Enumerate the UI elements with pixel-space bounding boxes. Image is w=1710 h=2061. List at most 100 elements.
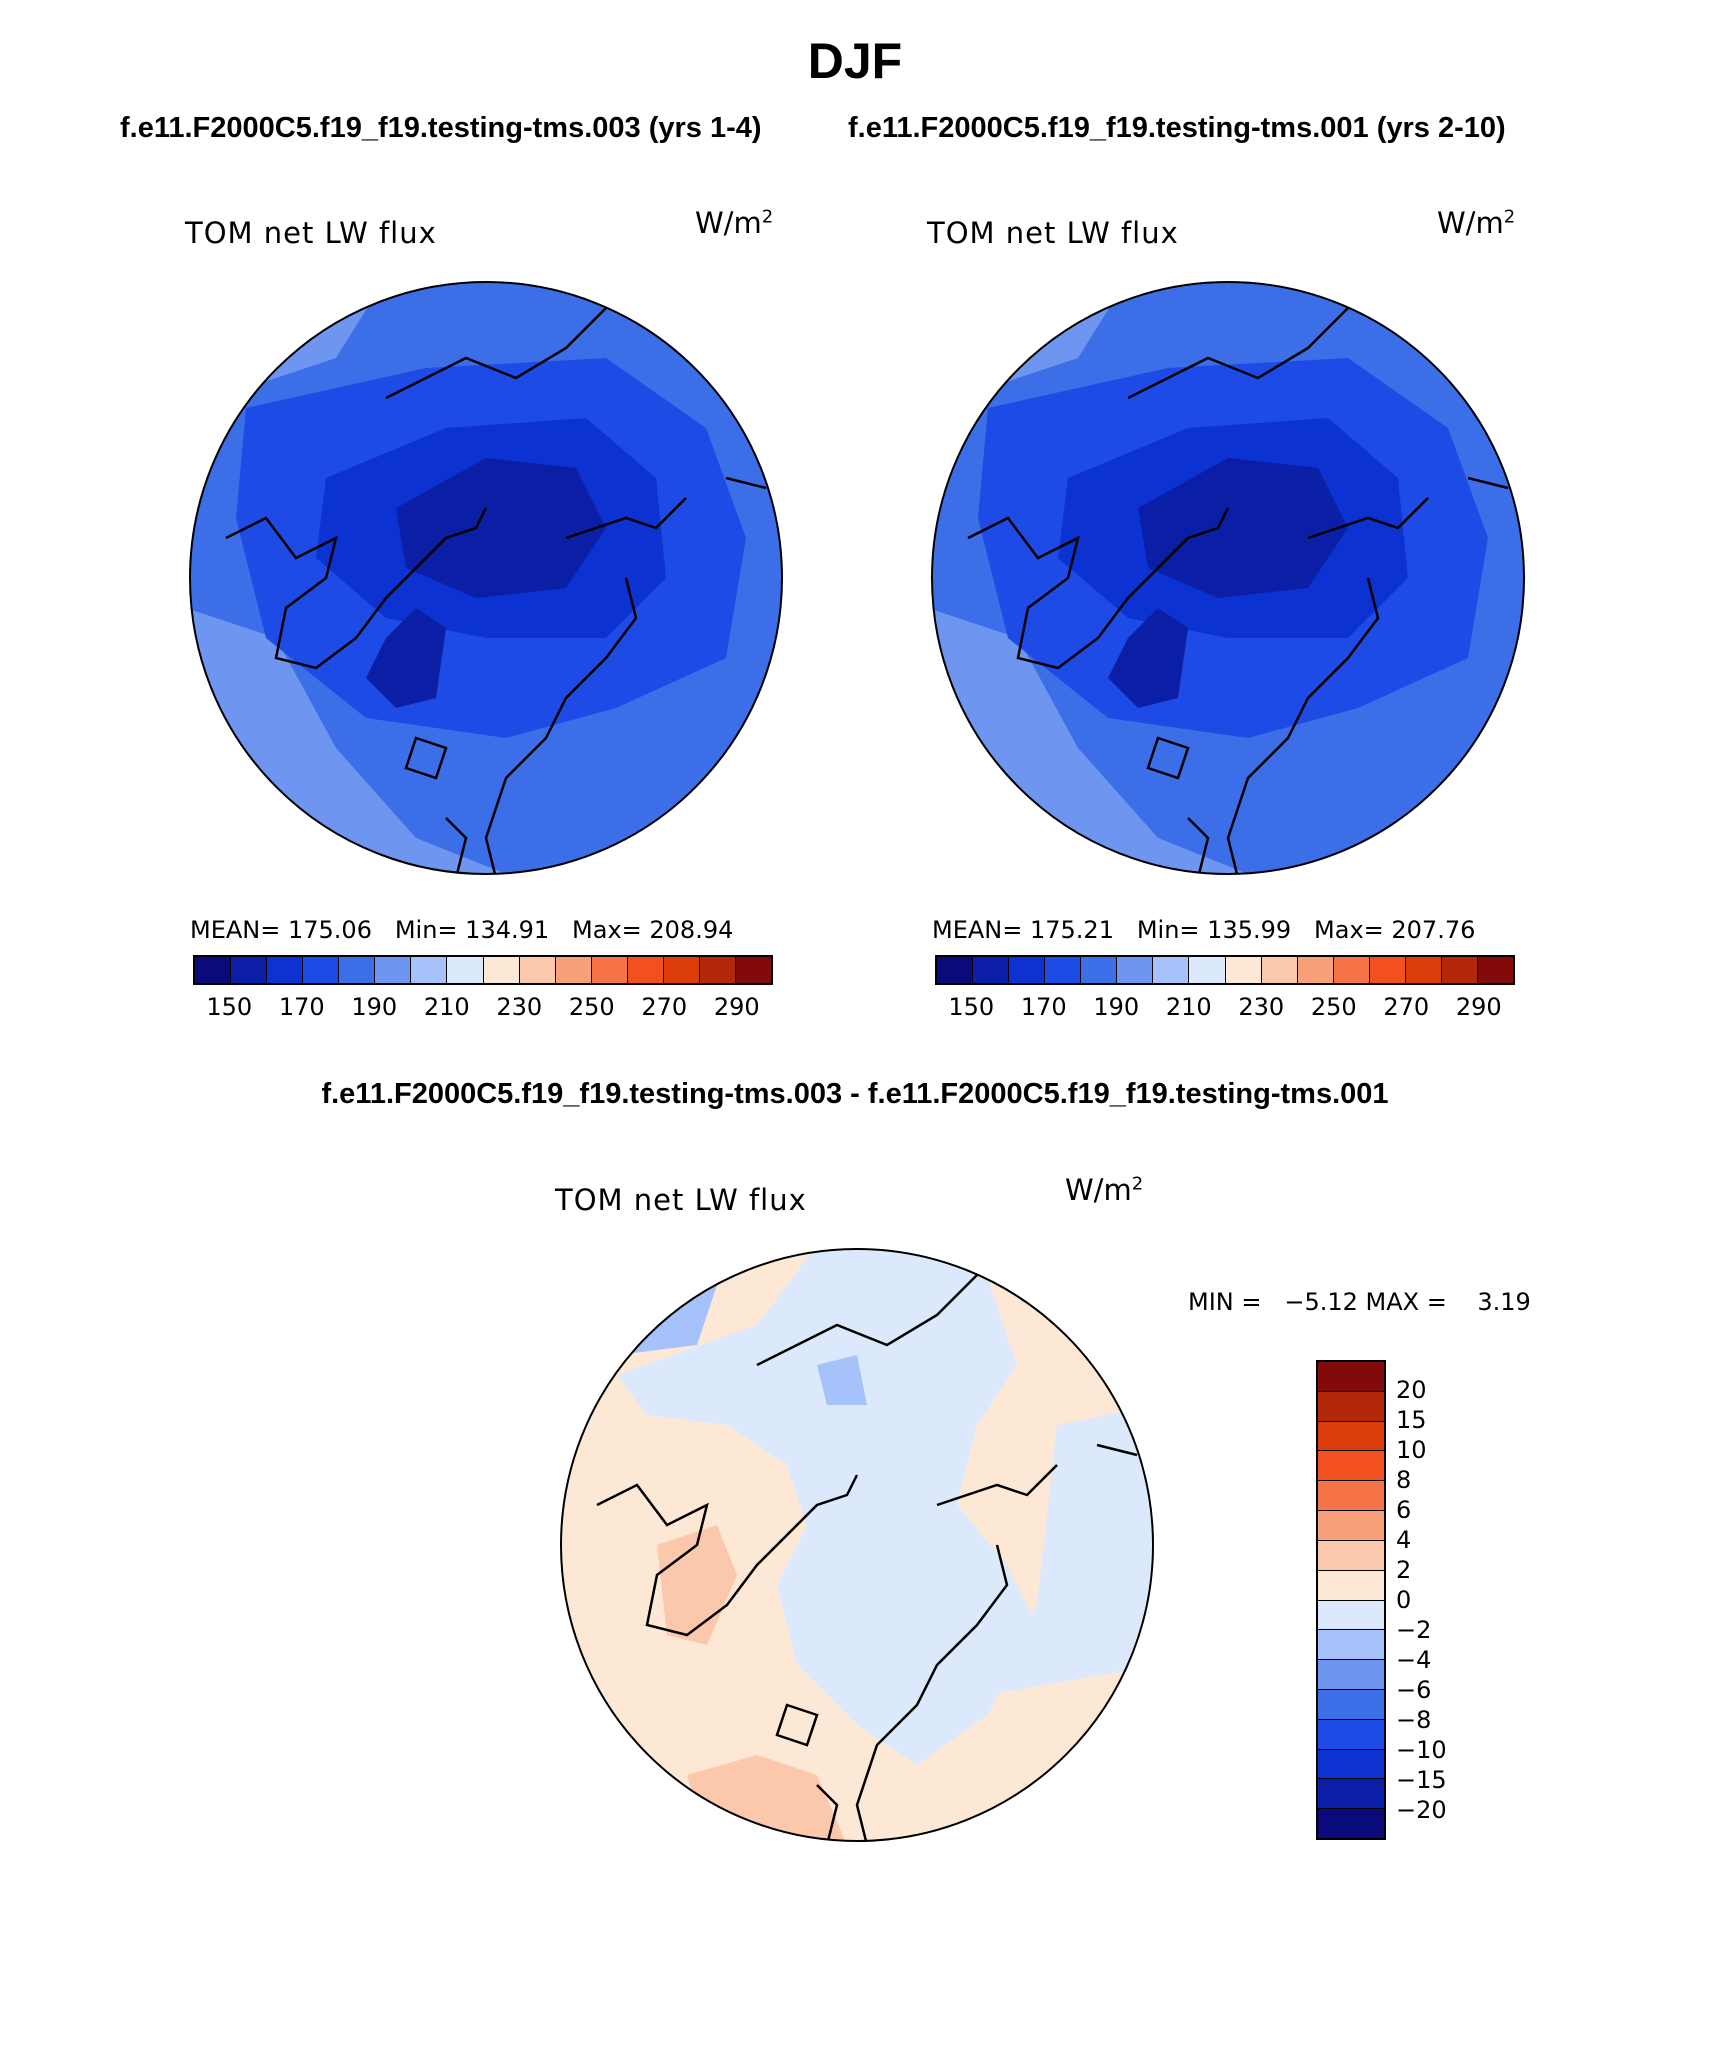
colorbar-swatch: [411, 957, 448, 983]
colorbar-tick-label: −4: [1396, 1646, 1432, 1674]
colorbar-swatch: [1369, 957, 1406, 983]
diff-field-lightblue: [617, 1249, 1037, 1765]
panel1-field-darker: [396, 458, 606, 598]
colorbar-swatch: [519, 957, 556, 983]
colorbar-swatch: [937, 957, 974, 983]
colorbar-swatch: [483, 957, 520, 983]
panel1-units-sup: 2: [761, 206, 774, 228]
panel2-variable-label: TOM net LW flux: [927, 216, 1179, 250]
colorbar-tick-label: 10: [1396, 1436, 1427, 1464]
colorbar-swatch: [1297, 957, 1334, 983]
colorbar-tick-label: 4: [1396, 1526, 1412, 1554]
colorbar-swatch: [1318, 1511, 1384, 1541]
colorbar-swatch: [1117, 957, 1154, 983]
colorbar-swatch: [1009, 957, 1046, 983]
panel2-case-title: f.e11.F2000C5.f19_f19.testing-tms.001 (y…: [848, 112, 1506, 144]
panel1-stats: MEAN= 175.06 Min= 134.91 Max= 208.94: [190, 916, 734, 944]
colorbar-swatch: [1318, 1660, 1384, 1690]
panel2-units-sup: 2: [1503, 206, 1516, 228]
colorbar-swatch: [663, 957, 700, 983]
diff-colorbar-ticks: 20 15 10 8 6 4 2 0 −2 −4 −6 −8 −10 −15 −20: [1396, 1360, 1476, 1840]
colorbar-swatch: [555, 957, 592, 983]
colorbar-tick-label: 190: [1093, 993, 1140, 1021]
colorbar-tick-label: 8: [1396, 1466, 1412, 1494]
panel1-case-title: f.e11.F2000C5.f19_f19.testing-tms.003 (y…: [120, 112, 762, 144]
diff-field-blue: [817, 1355, 867, 1405]
colorbar-swatch: [1318, 1570, 1384, 1601]
colorbar-tick-label: 230: [496, 993, 543, 1021]
colorbar-tick-label: 150: [206, 993, 253, 1021]
colorbar-swatch: [1189, 957, 1226, 983]
colorbar-swatch: [1318, 1362, 1384, 1392]
panel2-colorbar: [935, 955, 1515, 985]
panel1-variable-label: TOM net LW flux: [185, 216, 437, 250]
colorbar-swatch: [1333, 957, 1370, 983]
colorbar-tick-label: −6: [1396, 1676, 1432, 1704]
colorbar-swatch: [1261, 957, 1298, 983]
colorbar-swatch: [1477, 957, 1513, 983]
panel1-colorbar: [193, 955, 773, 985]
diff-case-title: f.e11.F2000C5.f19_f19.testing-tms.003 - …: [321, 1078, 1389, 1110]
panel2-field-darker: [1138, 458, 1348, 598]
colorbar-swatch: [267, 957, 304, 983]
colorbar-tick-label: 250: [568, 993, 615, 1021]
colorbar-swatch: [1318, 1540, 1384, 1571]
diff-field-pink: [657, 1525, 737, 1645]
panel1-greenland-min: [366, 608, 446, 708]
colorbar-swatch: [1318, 1749, 1384, 1780]
colorbar-tick-label: 290: [1455, 993, 1502, 1021]
colorbar-tick-label: −20: [1396, 1796, 1447, 1824]
colorbar-swatch: [973, 957, 1010, 983]
colorbar-tick-label: 170: [1020, 993, 1067, 1021]
colorbar-swatch: [1318, 1391, 1384, 1422]
colorbar-tick-label: −15: [1396, 1766, 1447, 1794]
colorbar-swatch: [699, 957, 736, 983]
colorbar-tick-label: 190: [351, 993, 398, 1021]
colorbar-tick-label: 210: [1165, 993, 1212, 1021]
diff-units-sup: 2: [1131, 1173, 1144, 1195]
diff-polar-map: [560, 1248, 1154, 1842]
colorbar-swatch: [1318, 1689, 1384, 1720]
diff-units-text: W/m: [1065, 1173, 1132, 1207]
diff-units: W/m2: [1065, 1173, 1143, 1207]
colorbar-swatch: [447, 957, 484, 983]
colorbar-tick-label: −2: [1396, 1616, 1432, 1644]
colorbar-tick-label: 20: [1396, 1376, 1427, 1404]
colorbar-swatch: [1441, 957, 1478, 983]
panel1-units: W/m2: [695, 206, 773, 240]
diff-field-lightblue: [987, 1405, 1153, 1695]
colorbar-tick-label: 290: [713, 993, 760, 1021]
colorbar-swatch: [195, 957, 232, 983]
colorbar-swatch: [1225, 957, 1262, 983]
colorbar-swatch: [1318, 1809, 1384, 1838]
page-title: DJF: [807, 33, 903, 89]
diff-colorbar: [1316, 1360, 1386, 1840]
colorbar-tick-label: 2: [1396, 1556, 1412, 1584]
colorbar-swatch: [1318, 1421, 1384, 1452]
colorbar-tick-label: −10: [1396, 1736, 1447, 1764]
panel1-colorbar-ticks: 150 170 190 210 230 250 270 290: [193, 993, 773, 1023]
panel2-units: W/m2: [1437, 206, 1515, 240]
colorbar-swatch: [1045, 957, 1082, 983]
colorbar-tick-label: 210: [423, 993, 470, 1021]
colorbar-tick-label: 6: [1396, 1496, 1412, 1524]
diff-variable-label: TOM net LW flux: [555, 1183, 807, 1217]
colorbar-swatch: [1318, 1779, 1384, 1810]
panel1-map-border: [189, 281, 783, 875]
colorbar-swatch: [1318, 1451, 1384, 1482]
panel1-units-text: W/m: [695, 206, 762, 240]
colorbar-swatch: [735, 957, 771, 983]
panel2-coastline: [967, 307, 1509, 874]
colorbar-tick-label: 0: [1396, 1586, 1412, 1614]
panel2-stats: MEAN= 175.21 Min= 135.99 Max= 207.76: [932, 916, 1476, 944]
colorbar-swatch: [339, 957, 376, 983]
panel1-coastline: [225, 307, 767, 874]
diff-minmax: MIN = −5.12 MAX = 3.19: [1188, 1288, 1531, 1316]
colorbar-swatch: [591, 957, 628, 983]
panel2-colorbar-ticks: 150 170 190 210 230 250 270 290: [935, 993, 1515, 1023]
colorbar-tick-label: 150: [948, 993, 995, 1021]
diff-map-border: [560, 1248, 1154, 1842]
colorbar-swatch: [1405, 957, 1442, 983]
panel2-units-text: W/m: [1437, 206, 1504, 240]
colorbar-swatch: [627, 957, 664, 983]
